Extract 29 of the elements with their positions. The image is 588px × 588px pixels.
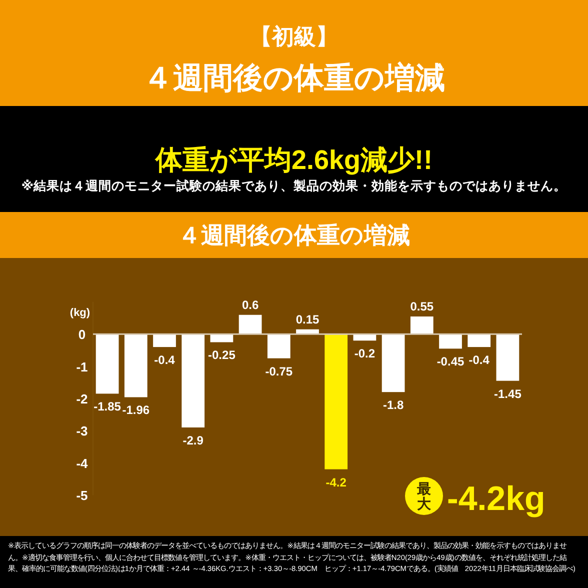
annotation: 【初級】 (249, 23, 339, 51)
y-tick-label: -4 (76, 456, 89, 471)
data-label: 0.6 (242, 298, 259, 312)
annotation: -4.2kg (447, 480, 546, 518)
y-tick-label: -2 (76, 392, 88, 406)
data-label: -0.75 (265, 364, 293, 378)
data-label: -4.2 (326, 475, 347, 490)
y-tick-label: -3 (76, 424, 88, 439)
data-label: -1.85 (94, 400, 122, 414)
annotation: ４週間後の体重の増減 (142, 60, 446, 97)
data-label: -0.4 (468, 353, 490, 368)
title: ４週間後の体重の増減 (177, 221, 411, 250)
data-label: -0.2 (354, 346, 376, 361)
data-label: -0.4 (154, 353, 176, 368)
data-label: -1.96 (122, 403, 150, 418)
data-label: 0.55 (410, 299, 434, 314)
y-axis-title: (kg) (70, 307, 90, 320)
data-label: -0.25 (208, 348, 236, 362)
data-label: -2.9 (182, 433, 204, 448)
annotation: 体重が平均2.6kg減少!! (154, 144, 434, 177)
data-label: -1.8 (382, 398, 404, 412)
annotation: ※結果は４週間のモニター試験の結果であり、製品の効果・効能を示すものではありません。 (20, 178, 568, 195)
y-tick-label: 0 (78, 327, 86, 342)
y-tick-label: -1 (76, 359, 88, 374)
annotation: 最大 (416, 480, 432, 512)
y-tick-label: -5 (76, 488, 88, 503)
data-label: -0.45 (436, 354, 464, 369)
data-label: 0.15 (296, 312, 320, 326)
data-label: -1.45 (494, 386, 522, 401)
